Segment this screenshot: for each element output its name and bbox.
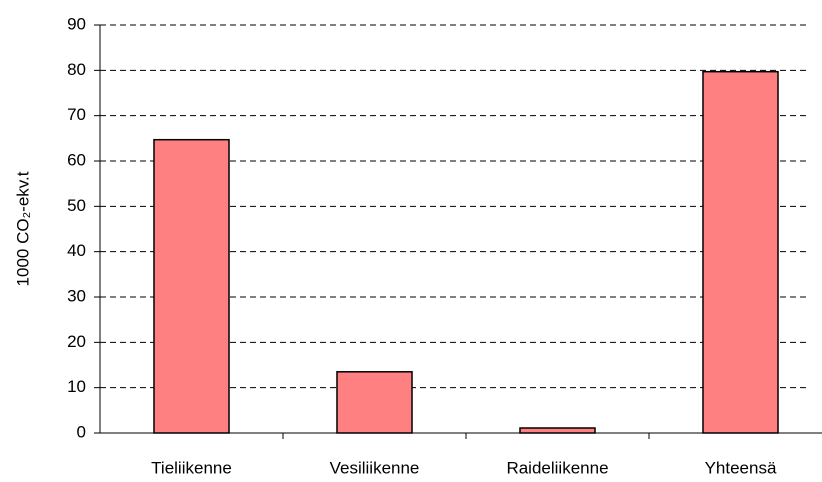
- y-tick-label: 70: [67, 105, 86, 124]
- bar: [702, 70, 779, 434]
- y-tick-label: 90: [67, 14, 86, 33]
- x-tick-label: Vesiliikenne: [330, 458, 420, 477]
- y-tick-label: 30: [67, 286, 86, 305]
- y-tick-label: 80: [67, 60, 86, 79]
- y-tick-label: 0: [77, 422, 86, 441]
- bar: [519, 427, 596, 434]
- x-tick-label: Raideliikenne: [506, 458, 608, 477]
- y-axis-label: 1000 CO₂-ekv.t: [13, 171, 32, 286]
- x-tick-label: Yhteensä: [705, 458, 777, 477]
- x-tick-label: Tieliikenne: [151, 458, 232, 477]
- bar: [153, 138, 230, 434]
- bar: [336, 371, 413, 434]
- y-tick-label: 50: [67, 196, 86, 215]
- y-tick-label: 10: [67, 377, 86, 396]
- y-tick-label: 20: [67, 332, 86, 351]
- y-tick-label: 40: [67, 241, 86, 260]
- y-tick-label: 60: [67, 150, 86, 169]
